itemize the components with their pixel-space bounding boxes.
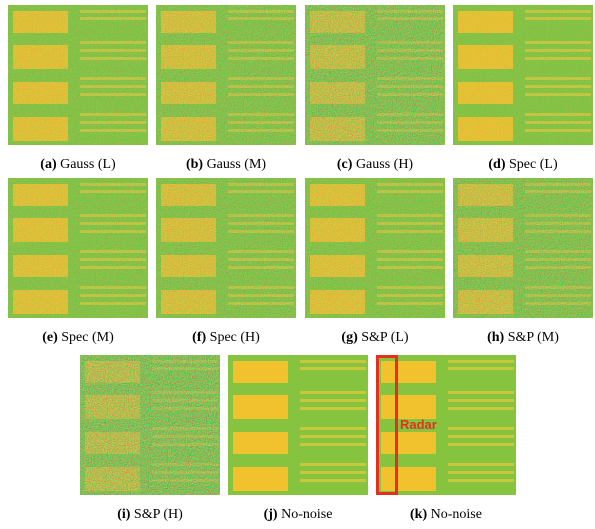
caption-text: Gauss (H) (356, 157, 413, 172)
caption: (g) S&P (L) (341, 330, 408, 345)
panel (156, 178, 296, 318)
caption-text: S&P (H) (134, 507, 183, 522)
noise-overlay (156, 178, 296, 318)
caption: (d) Spec (L) (488, 157, 558, 172)
noise-overlay (305, 5, 445, 145)
caption-text: S&P (M) (508, 330, 560, 345)
radar-label: Radar (400, 417, 437, 432)
caption-label: (f) (192, 330, 206, 345)
noise-overlay (80, 355, 220, 495)
panel-image (228, 355, 368, 495)
caption-label: (b) (186, 157, 203, 172)
caption: (b) Gauss (M) (186, 157, 266, 172)
caption: (c) Gauss (H) (337, 157, 414, 172)
caption-label: (i) (117, 507, 131, 522)
caption-label: (c) (337, 157, 353, 172)
caption-text: S&P (L) (361, 330, 409, 345)
caption-text: Gauss (L) (60, 157, 116, 172)
noise-overlay (453, 5, 593, 145)
panel (8, 178, 148, 318)
caption-label: (k) (410, 507, 427, 522)
noise-overlay (453, 178, 593, 318)
caption: (k) No-noise (410, 507, 482, 522)
panel: Radar (376, 355, 516, 495)
noise-overlay (8, 178, 148, 318)
panel (305, 178, 445, 318)
caption-text: Spec (L) (509, 157, 558, 172)
caption-text: No-noise (431, 507, 482, 522)
noise-overlay (156, 5, 296, 145)
caption-text: Spec (M) (61, 330, 114, 345)
caption-label: (e) (42, 330, 58, 345)
noise-overlay (8, 5, 148, 145)
panel (8, 5, 148, 145)
panel (80, 355, 220, 495)
caption: (f) Spec (H) (192, 330, 260, 345)
caption-text: Spec (H) (210, 330, 260, 345)
caption-text: Gauss (M) (207, 157, 267, 172)
figure: (a) Gauss (L)(b) Gauss (M)(c) Gauss (H)(… (0, 0, 595, 529)
caption: (a) Gauss (L) (40, 157, 116, 172)
panel (305, 5, 445, 145)
caption-label: (j) (264, 507, 278, 522)
caption-label: (g) (341, 330, 358, 345)
noise-overlay (305, 178, 445, 318)
panel (156, 5, 296, 145)
panel (453, 5, 593, 145)
panel (228, 355, 368, 495)
caption-text: No-noise (281, 507, 332, 522)
caption: (h) S&P (M) (487, 330, 559, 345)
panel (453, 178, 593, 318)
caption-label: (d) (488, 157, 505, 172)
caption: (j) No-noise (264, 507, 333, 522)
caption-label: (a) (40, 157, 57, 172)
caption: (e) Spec (M) (42, 330, 114, 345)
caption: (i) S&P (H) (117, 507, 183, 522)
caption-label: (h) (487, 330, 504, 345)
